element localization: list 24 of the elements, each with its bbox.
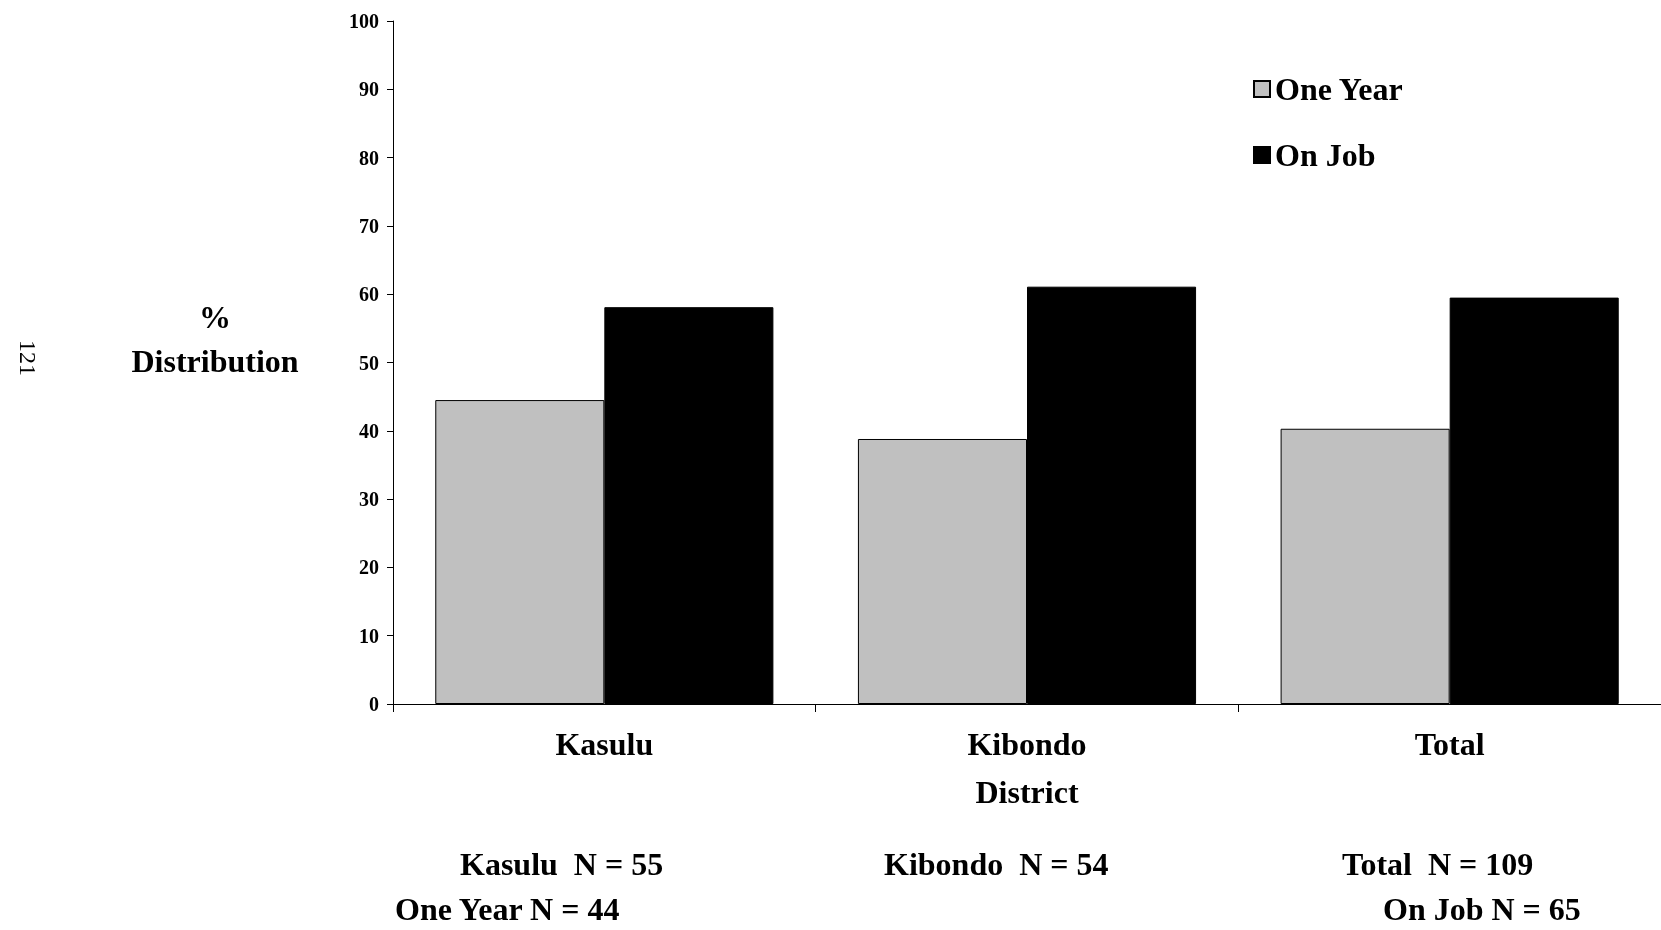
y-tick-label: 90 (359, 78, 379, 101)
text: On Job N = 65 (1383, 891, 1581, 927)
y-tick-label: 80 (359, 146, 379, 169)
legend-label: One Year (1275, 71, 1403, 107)
y-tick-label: 20 (359, 556, 379, 579)
x-tick-label: Kasulu (555, 726, 654, 762)
legend-label: On Job (1275, 137, 1376, 173)
text: 121 (15, 340, 41, 376)
text: Total N = 109 (1342, 846, 1534, 882)
y-axis-title: % Distribution (131, 299, 299, 379)
y-tick-label: 60 (359, 283, 379, 306)
y-tick-label: 40 (359, 419, 379, 442)
y-tick-label: 30 (359, 488, 379, 511)
y-tick-label: 50 (359, 351, 379, 374)
x-axis-title: District (975, 774, 1079, 810)
x-tick-label: Kibondo (967, 726, 1087, 762)
y-tick-label: 100 (349, 10, 379, 32)
y-tick-label: 70 (359, 214, 379, 237)
y-tick-label: 0 (369, 693, 379, 715)
text: Kasulu N = 55 (460, 846, 664, 882)
text: Kibondo N = 54 (884, 846, 1109, 882)
text: One Year N = 44 (395, 891, 620, 927)
x-tick-label: Total (1414, 726, 1485, 762)
y-tick-label: 10 (359, 624, 379, 647)
